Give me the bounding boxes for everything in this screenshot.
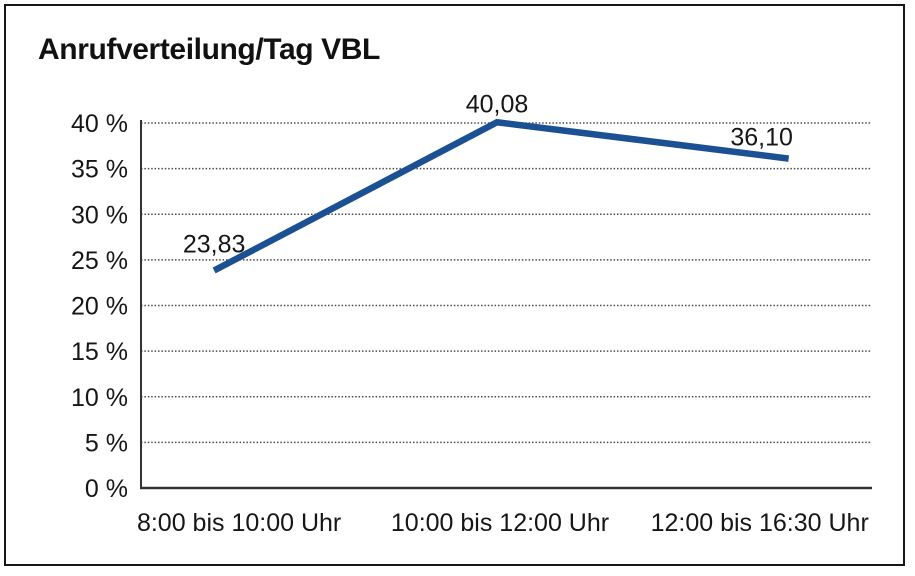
y-tick-label: 0 %: [85, 475, 128, 503]
chart-title: Anrufverteilung/Tag VBL: [38, 33, 380, 66]
y-tick-label: 35 %: [71, 156, 128, 184]
y-tick-label: 5 %: [85, 429, 128, 457]
x-category-label: 12:00 bis 16:30 Uhr: [651, 509, 869, 537]
y-tick-label: 25 %: [71, 247, 128, 275]
y-tick-label: 30 %: [71, 201, 128, 229]
x-category-label: 10:00 bis 12:00 Uhr: [391, 509, 609, 537]
y-tick-label: 20 %: [71, 293, 128, 321]
chart-frame: [4, 4, 905, 566]
data-point-label: 40,08: [466, 90, 529, 118]
data-line: [212, 118, 790, 274]
x-category-label: 8:00 bis 10:00 Uhr: [137, 509, 341, 537]
data-point-label: 23,83: [183, 231, 246, 259]
y-tick-label: 15 %: [71, 338, 128, 366]
y-tick-label: 40 %: [71, 110, 128, 138]
data-point-label: 36,10: [730, 124, 793, 152]
y-tick-label: 10 %: [71, 384, 128, 412]
